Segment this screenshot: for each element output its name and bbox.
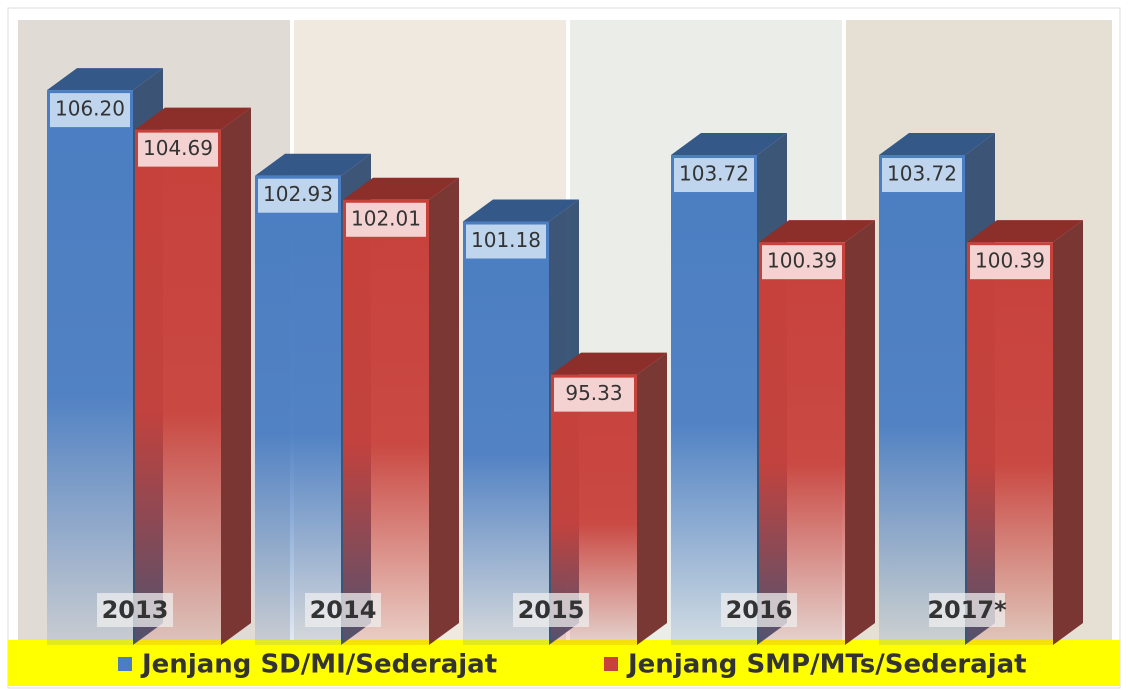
value-label: 104.69 bbox=[143, 136, 213, 160]
value-label: 102.93 bbox=[263, 182, 333, 206]
x-tick-label: 2013 bbox=[102, 596, 169, 624]
x-tick-label: 2016 bbox=[726, 596, 793, 624]
bar bbox=[343, 200, 429, 645]
legend-label: Jenjang SD/MI/Sederajat bbox=[140, 650, 497, 680]
value-label: 100.39 bbox=[767, 249, 837, 273]
chart: 106.20 104.69 2013 102.93 102.01 2014 101.18 95… bbox=[0, 0, 1128, 690]
x-tick-label: 2014 bbox=[310, 596, 377, 624]
value-label: 102.01 bbox=[351, 206, 421, 230]
bar-side bbox=[221, 108, 251, 645]
bar bbox=[671, 155, 757, 645]
bar bbox=[967, 242, 1053, 645]
bar-side bbox=[1053, 220, 1083, 645]
x-tick-label: 2017* bbox=[927, 596, 1007, 624]
bar bbox=[463, 222, 549, 645]
value-label: 95.33 bbox=[565, 381, 622, 405]
bar bbox=[47, 90, 133, 645]
bar-side bbox=[637, 353, 667, 645]
value-label: 103.72 bbox=[679, 162, 749, 186]
legend-swatch bbox=[118, 657, 132, 671]
x-tick-label: 2015 bbox=[518, 596, 585, 624]
legend-label: Jenjang SMP/MTs/Sederajat bbox=[626, 650, 1027, 680]
value-label: 103.72 bbox=[887, 162, 957, 186]
bar-side bbox=[845, 220, 875, 645]
value-label: 106.20 bbox=[55, 97, 125, 121]
bar bbox=[255, 176, 341, 645]
bar bbox=[879, 155, 965, 645]
bar-side bbox=[429, 178, 459, 645]
value-label: 101.18 bbox=[471, 228, 541, 252]
legend-swatch bbox=[604, 657, 618, 671]
bar bbox=[759, 242, 845, 645]
bar bbox=[135, 130, 221, 645]
value-label: 100.39 bbox=[975, 249, 1045, 273]
